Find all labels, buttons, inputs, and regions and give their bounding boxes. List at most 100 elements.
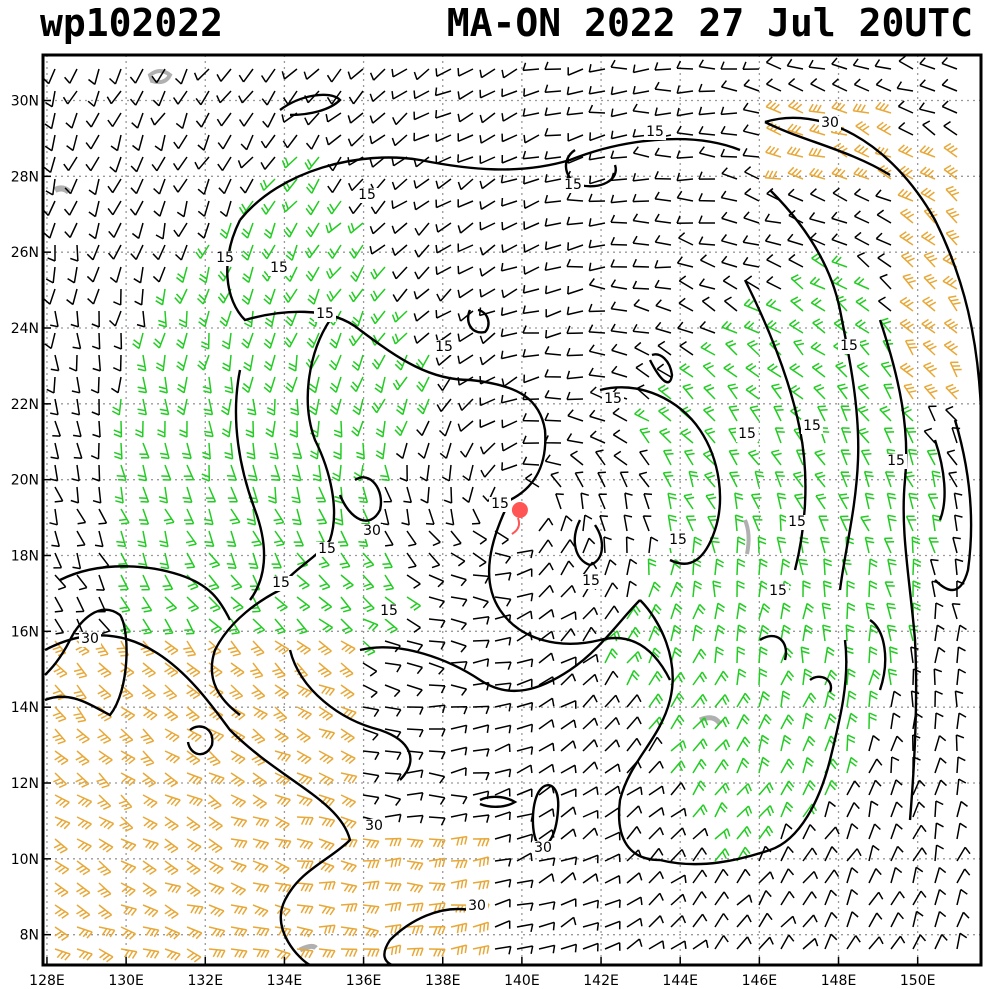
wind-barb <box>413 132 430 142</box>
wind-barb <box>951 602 961 620</box>
wind-barb <box>810 78 826 92</box>
wind-barb <box>714 802 728 818</box>
wind-barb <box>340 816 357 829</box>
wind-barb <box>626 716 642 730</box>
wind-barb <box>91 464 101 482</box>
wind-barb <box>120 772 136 787</box>
wind-barb <box>612 407 628 422</box>
wind-barb <box>425 508 435 525</box>
axis-tick-labels: 128E 130E 132E 134E 136E 138E 140E 142E 144E 146E… <box>11 94 936 989</box>
wind-barb <box>670 893 687 906</box>
storm-id-title: wp102022 <box>40 1 224 45</box>
wind-barb <box>340 882 358 894</box>
wind-barb <box>413 310 430 322</box>
wind-barb <box>413 156 430 168</box>
wind-barb <box>197 178 210 195</box>
wind-barb <box>736 894 753 906</box>
wind-barb <box>654 62 672 71</box>
wind-barb <box>809 232 826 246</box>
wind-barb <box>923 383 938 400</box>
wind-barb <box>698 171 716 180</box>
wind-barb <box>846 602 856 620</box>
wind-barb <box>610 279 628 290</box>
wind-barb <box>238 90 254 104</box>
wind-barb <box>245 420 255 438</box>
wind-barb <box>923 273 938 290</box>
wind-barb <box>676 256 694 268</box>
wind-barb <box>119 508 130 525</box>
wind-barb <box>216 68 232 82</box>
wind-barb <box>217 266 232 282</box>
wind-barb <box>878 296 892 312</box>
wind-barb <box>479 89 496 99</box>
wind-barb <box>692 648 707 664</box>
wind-barb <box>635 362 650 378</box>
wind-barb <box>230 706 246 721</box>
wind-barb <box>241 288 254 305</box>
wind-barb <box>714 868 729 884</box>
wind-barb <box>610 301 628 312</box>
contour-label-bg <box>580 574 602 589</box>
wind-barb <box>76 904 91 920</box>
wind-barb <box>76 926 93 939</box>
wind-barb <box>560 656 577 666</box>
wind-barb <box>162 618 174 635</box>
wind-barb <box>956 712 967 730</box>
wind-barb <box>173 134 188 150</box>
wind-barb <box>98 750 113 765</box>
wind-barb <box>230 596 244 612</box>
wind-barb <box>139 574 151 591</box>
lon-tick-label: 142E <box>583 973 619 989</box>
wind-barb <box>384 618 398 634</box>
wind-barb <box>296 860 314 870</box>
wind-barb <box>151 68 166 84</box>
wind-barb <box>744 275 760 290</box>
wind-barb <box>538 901 556 910</box>
wind-barb <box>176 200 188 218</box>
wind-barb <box>73 706 87 723</box>
lon-tick-label: 134E <box>267 973 303 989</box>
wind-barb <box>676 190 694 202</box>
wind-barb <box>340 728 355 743</box>
wind-barb <box>98 948 114 963</box>
contour-label-bg <box>316 542 338 557</box>
wind-barb <box>853 167 870 180</box>
wind-barb <box>501 88 518 98</box>
wind-barb <box>956 846 971 862</box>
contour-label-bg <box>819 116 841 131</box>
wind-barb <box>66 134 78 152</box>
wind-barb <box>274 882 292 893</box>
wind-barb <box>632 146 650 158</box>
wind-barb <box>626 580 637 598</box>
wind-barb <box>230 794 247 808</box>
wind-barb <box>296 772 313 785</box>
wind-barb <box>208 772 225 785</box>
wind-barb <box>765 56 782 70</box>
wind-barb <box>472 856 490 868</box>
wind-barb <box>743 79 760 92</box>
contour-line-15kt <box>288 649 412 781</box>
wind-barb <box>714 670 729 686</box>
wind-barb <box>582 717 599 730</box>
wind-barb <box>824 801 836 818</box>
wind-barb <box>92 486 102 504</box>
contour-line-15kt <box>648 353 674 384</box>
wind-barb <box>406 860 424 871</box>
wind-barb <box>626 737 642 752</box>
wind-barb <box>434 87 452 97</box>
wind-barb <box>304 244 320 259</box>
wind-barb <box>76 530 86 547</box>
wind-barb <box>654 213 672 224</box>
wind-barb <box>428 925 446 935</box>
wind-barb <box>538 857 556 866</box>
wind-barb <box>413 90 430 100</box>
wind-barb <box>391 200 408 210</box>
wind-barb <box>350 266 364 282</box>
wind-barb <box>176 376 188 394</box>
wind-barb <box>626 669 640 686</box>
wind-barb <box>494 636 512 646</box>
wind-barb <box>208 838 223 854</box>
wind-barb <box>566 86 584 96</box>
wind-barb <box>217 134 232 150</box>
wind-barb <box>479 397 496 407</box>
